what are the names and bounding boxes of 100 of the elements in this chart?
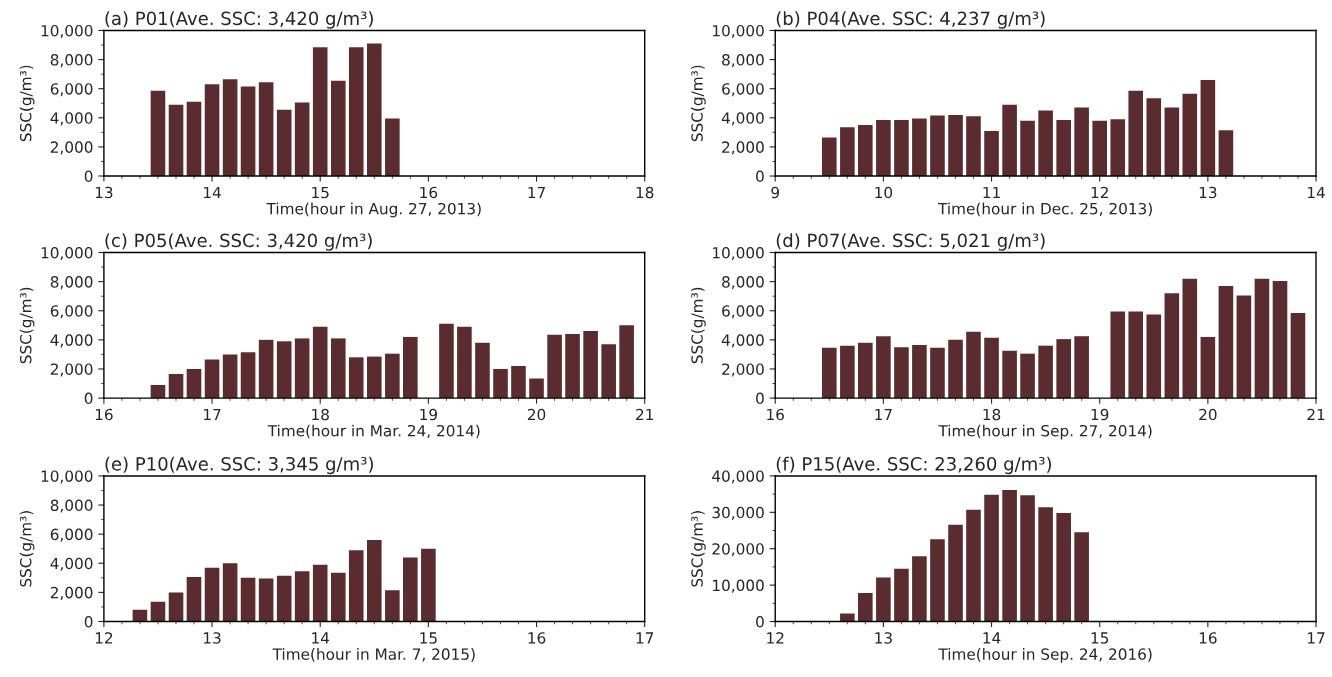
y-tick-label: 6,000 bbox=[50, 528, 93, 542]
y-tick-label: 4,000 bbox=[50, 112, 93, 126]
x-tick-label: 19 bbox=[1091, 408, 1109, 421]
chart-title: (f) P15(Ave. SSC: 23,260 g/m³) bbox=[776, 456, 1052, 475]
bar bbox=[1074, 532, 1089, 622]
bar bbox=[204, 84, 220, 177]
bar bbox=[366, 539, 382, 622]
x-tick-label: 12 bbox=[1091, 186, 1108, 199]
bar bbox=[1200, 79, 1216, 177]
bar bbox=[948, 339, 963, 399]
bar bbox=[912, 118, 927, 177]
bar bbox=[1218, 286, 1234, 399]
bar bbox=[1110, 311, 1126, 399]
bar bbox=[894, 119, 909, 177]
bar bbox=[186, 101, 202, 177]
x-tick-label: 15 bbox=[420, 632, 437, 644]
bar bbox=[132, 609, 148, 622]
x-tick-label: 13 bbox=[204, 632, 221, 644]
bar bbox=[312, 326, 328, 399]
bar bbox=[822, 137, 837, 177]
x-tick-label: 19 bbox=[420, 408, 438, 421]
y-axis-title: SSC(g/m³) bbox=[691, 511, 706, 587]
bar bbox=[1164, 107, 1180, 177]
x-tick-label: 17 bbox=[1307, 632, 1325, 644]
y-tick-label: 2,000 bbox=[50, 363, 93, 377]
y-tick-label: 2,000 bbox=[722, 141, 764, 155]
bar bbox=[312, 47, 328, 177]
x-axis-title: Time(hour in Dec. 25, 2013) bbox=[937, 202, 1152, 217]
bar bbox=[511, 366, 526, 399]
bar bbox=[276, 575, 292, 622]
y-tick-label: 0 bbox=[756, 615, 764, 628]
y-tick-label: 10,000 bbox=[713, 579, 764, 593]
bar bbox=[840, 613, 855, 622]
bar bbox=[547, 334, 562, 399]
x-tick-label: 14 bbox=[1307, 186, 1325, 199]
bar bbox=[966, 116, 981, 177]
bar bbox=[1020, 353, 1035, 399]
bar bbox=[276, 341, 292, 399]
bar bbox=[1128, 311, 1144, 399]
x-tick-label: 20 bbox=[527, 408, 546, 421]
bar bbox=[912, 344, 927, 399]
bar bbox=[222, 79, 238, 177]
bar bbox=[1020, 495, 1035, 622]
y-tick-label: 6,000 bbox=[50, 83, 93, 97]
x-tick-label: 17 bbox=[528, 186, 545, 199]
bar bbox=[1128, 90, 1144, 177]
bar bbox=[619, 325, 634, 399]
bar bbox=[984, 337, 999, 399]
bar bbox=[204, 567, 220, 622]
y-tick-label: 4,000 bbox=[50, 334, 93, 348]
x-tick-label: 18 bbox=[636, 186, 654, 199]
bar bbox=[385, 590, 400, 622]
y-tick-label: 6,000 bbox=[722, 305, 764, 319]
bar bbox=[858, 593, 873, 622]
bar bbox=[583, 331, 598, 399]
x-axis-title: Time(hour in Aug. 27, 2013) bbox=[266, 202, 481, 218]
y-tick-label: 0 bbox=[756, 392, 764, 405]
x-tick-label: 13 bbox=[95, 186, 113, 199]
bar bbox=[240, 577, 256, 622]
bar bbox=[1056, 339, 1071, 399]
x-tick-label: 17 bbox=[875, 408, 892, 421]
bar bbox=[858, 125, 873, 177]
y-tick-label: 10,000 bbox=[41, 470, 93, 484]
x-axis-title: Time(hour in Sep. 27, 2014) bbox=[938, 424, 1152, 440]
bar bbox=[1056, 513, 1071, 622]
x-tick-label: 12 bbox=[767, 632, 784, 644]
bar bbox=[876, 336, 891, 399]
bar bbox=[294, 338, 310, 399]
bar bbox=[858, 342, 873, 399]
x-tick-label: 16 bbox=[95, 408, 113, 421]
y-tick-label: 30,000 bbox=[712, 506, 764, 520]
bar bbox=[1038, 110, 1053, 177]
x-tick-label: 14 bbox=[204, 186, 221, 199]
bar bbox=[1038, 345, 1053, 399]
chart-title: (e) P10(Ave. SSC: 3,345 g/m³) bbox=[105, 456, 373, 475]
y-tick-label: 10,000 bbox=[713, 246, 764, 261]
bar bbox=[529, 378, 544, 399]
y-axis-title: SSC(g/m³) bbox=[691, 287, 706, 364]
bar bbox=[186, 368, 202, 399]
y-tick-label: 10,000 bbox=[41, 24, 93, 39]
y-tick-label: 8,000 bbox=[722, 54, 764, 68]
bar bbox=[150, 90, 166, 177]
x-tick-label: 15 bbox=[312, 186, 329, 199]
bar bbox=[930, 347, 945, 399]
bar bbox=[930, 115, 945, 177]
y-tick-label: 20,000 bbox=[712, 543, 764, 557]
y-tick-label: 10,000 bbox=[713, 24, 764, 39]
bar bbox=[912, 556, 927, 622]
bar bbox=[1020, 120, 1035, 177]
bar bbox=[1002, 490, 1017, 622]
x-tick-label: 10 bbox=[875, 186, 893, 199]
bar bbox=[294, 571, 310, 622]
bar bbox=[366, 43, 382, 177]
y-axis-title: SSC(g/m³) bbox=[19, 65, 35, 142]
y-tick-label: 2,000 bbox=[50, 141, 93, 155]
y-tick-label: 2,000 bbox=[50, 586, 93, 600]
bar bbox=[1074, 336, 1089, 399]
x-tick-label: 13 bbox=[875, 632, 892, 644]
bar bbox=[1218, 130, 1234, 177]
y-tick-label: 8,000 bbox=[50, 54, 93, 68]
